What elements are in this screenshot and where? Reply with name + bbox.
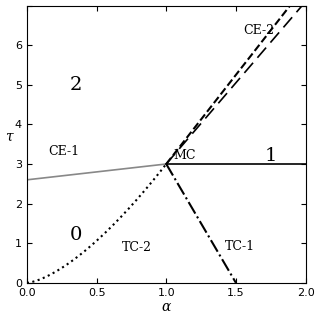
Text: TC-1: TC-1 bbox=[225, 240, 255, 253]
Text: 2: 2 bbox=[69, 76, 82, 94]
Text: TC-2: TC-2 bbox=[122, 241, 152, 254]
Text: 0: 0 bbox=[69, 226, 82, 244]
Text: 1: 1 bbox=[265, 147, 277, 165]
Text: MC: MC bbox=[173, 149, 196, 162]
X-axis label: α: α bbox=[162, 300, 171, 315]
Text: CE-2: CE-2 bbox=[243, 24, 274, 37]
Y-axis label: τ: τ bbox=[5, 130, 13, 144]
Text: CE-1: CE-1 bbox=[48, 145, 79, 158]
